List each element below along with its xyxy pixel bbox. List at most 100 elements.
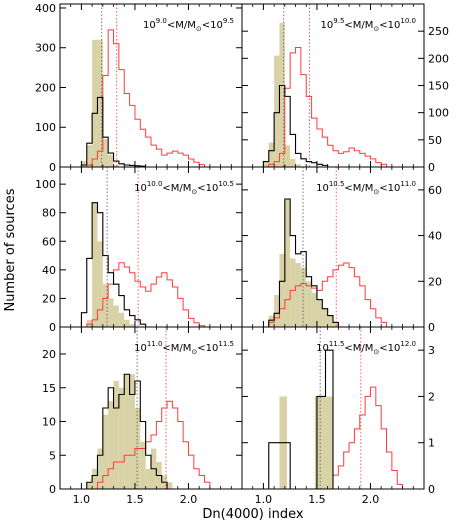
y-tick-label: 80	[42, 207, 56, 220]
shaded-bar	[322, 308, 328, 327]
shaded-bar	[108, 298, 114, 327]
x-tick-label: 1.0	[73, 493, 91, 506]
shaded-bar	[97, 241, 103, 327]
shaded-bar	[311, 292, 317, 327]
y-tick-label: 200	[35, 81, 56, 94]
shaded-bar	[97, 448, 103, 489]
panel-middle-right: 0 20 40 60 1010.5<M/M⊙<1011.0	[241, 166, 442, 334]
x-axis-label: Dn(4000) index	[202, 507, 303, 522]
y-tick-label: 40	[428, 230, 442, 243]
y-tick-label: 10	[42, 416, 56, 429]
y-tick-label: 0	[428, 483, 435, 496]
shaded-bar	[284, 199, 291, 327]
red-histogram-line	[81, 29, 210, 168]
shaded-bar	[279, 253, 285, 327]
shaded-bar	[145, 468, 151, 489]
shaded-bar	[113, 165, 119, 167]
y-tick-label: 300	[35, 42, 56, 55]
shaded-bar	[108, 401, 114, 489]
shaded-bar	[314, 396, 333, 489]
y-axis-label: Number of sources	[3, 188, 18, 311]
shaded-bar	[92, 468, 98, 489]
shaded-bar	[118, 312, 125, 327]
x-tick-label: 2.0	[362, 493, 380, 506]
shaded-bar	[102, 139, 109, 167]
shaded-bar	[140, 441, 146, 489]
shaded-bar	[268, 142, 275, 167]
shaded-bar	[300, 267, 307, 327]
shaded-bar	[102, 284, 109, 327]
shaded-bar	[167, 482, 173, 489]
shaded-bar	[124, 374, 130, 489]
shaded-bar	[113, 381, 119, 489]
shaded-bar	[86, 482, 93, 489]
red-histogram-line	[81, 400, 211, 490]
x-tick-label: 1.0	[255, 493, 273, 506]
shaded-bar	[118, 387, 125, 489]
y-tick-label: 100	[35, 178, 56, 191]
shaded-bar	[327, 315, 333, 327]
mass-range-label: 1010.0<M/M⊙<1010.5	[134, 180, 234, 196]
y-tick-label: 250	[428, 25, 449, 38]
y-tick-label: 100	[428, 107, 449, 120]
shaded-bar	[124, 319, 130, 327]
y-tick-label: 0	[49, 321, 56, 334]
mass-range-label: 109.5<M/M⊙<1010.0	[321, 17, 416, 33]
y-tick-label: 3	[428, 344, 435, 357]
red-histogram-line	[81, 262, 210, 328]
shaded-bar	[306, 281, 312, 327]
black-histogram-line	[80, 202, 151, 328]
shaded-bar	[290, 258, 296, 327]
panel-frame	[241, 326, 425, 490]
panel-bottom-left: 1.0 1.5 2.0 0 5 10 15 20 1011.0<M/M⊙<1011.5	[42, 326, 243, 506]
shaded-bar	[92, 202, 98, 327]
y-tick-label: 20	[428, 275, 442, 288]
y-tick-label: 60	[428, 184, 442, 197]
panel-middle-left: 0 20 40 60 80 100 1010.0<M/M⊙<1010.5	[35, 166, 243, 334]
y-tick-label: 50	[428, 134, 442, 147]
shaded-bar	[333, 322, 339, 327]
red-histogram-line	[263, 46, 392, 168]
y-tick-label: 0	[428, 161, 435, 174]
y-tick-label: 150	[428, 80, 449, 93]
shaded-bar	[268, 315, 275, 327]
panel-bottom-right: 1.0 1.5 2.0 0 1 2 3 1011.5<M/M⊙<1012.0	[241, 326, 435, 506]
y-tick-label: 20	[42, 292, 56, 305]
y-tick-label: 200	[428, 52, 449, 65]
y-tick-label: 2	[428, 390, 435, 403]
y-tick-label: 0	[49, 483, 56, 496]
shaded-bar	[279, 23, 285, 168]
shaded-bar	[86, 319, 93, 327]
shaded-bar	[290, 158, 296, 167]
shaded-bar	[108, 155, 114, 167]
shaded-bar	[81, 161, 87, 167]
shaded-bar	[129, 374, 135, 489]
y-tick-label: 40	[42, 264, 56, 277]
black-histogram-line	[81, 373, 173, 490]
mass-range-label: 1011.5<M/M⊙<1012.0	[316, 340, 416, 356]
y-tick-label: 15	[42, 382, 56, 395]
y-tick-label: 400	[35, 2, 56, 15]
shaded-bar	[113, 305, 119, 327]
y-tick-label: 20	[42, 348, 56, 361]
histogram-panels: 0100200300400109.0<M/M⊙<109.505010015020…	[35, 2, 449, 506]
y-tick-label: 100	[35, 121, 56, 134]
y-tick-label: 5	[49, 449, 56, 462]
shaded-bar	[274, 55, 280, 167]
shaded-bar	[284, 145, 291, 167]
shaded-bar	[92, 39, 98, 167]
y-tick-label: 60	[42, 235, 56, 248]
shaded-bar	[295, 263, 301, 327]
shaded-bar	[274, 295, 280, 327]
shaded-bar	[263, 161, 269, 167]
mass-range-label: 109.0<M/M⊙<109.5	[143, 17, 234, 33]
panel-top-right: 0 50 100 150 200 250 109.5<M/M⊙<1010.0	[241, 3, 449, 174]
mass-range-label: 1011.0<M/M⊙<1011.5	[134, 340, 234, 356]
shaded-bar	[97, 39, 103, 167]
black-histogram-line	[263, 198, 344, 328]
x-tick-label: 1.5	[308, 493, 326, 506]
shaded-bar	[102, 414, 109, 489]
shaded-bar	[316, 299, 323, 327]
red-histogram-line	[263, 262, 392, 328]
